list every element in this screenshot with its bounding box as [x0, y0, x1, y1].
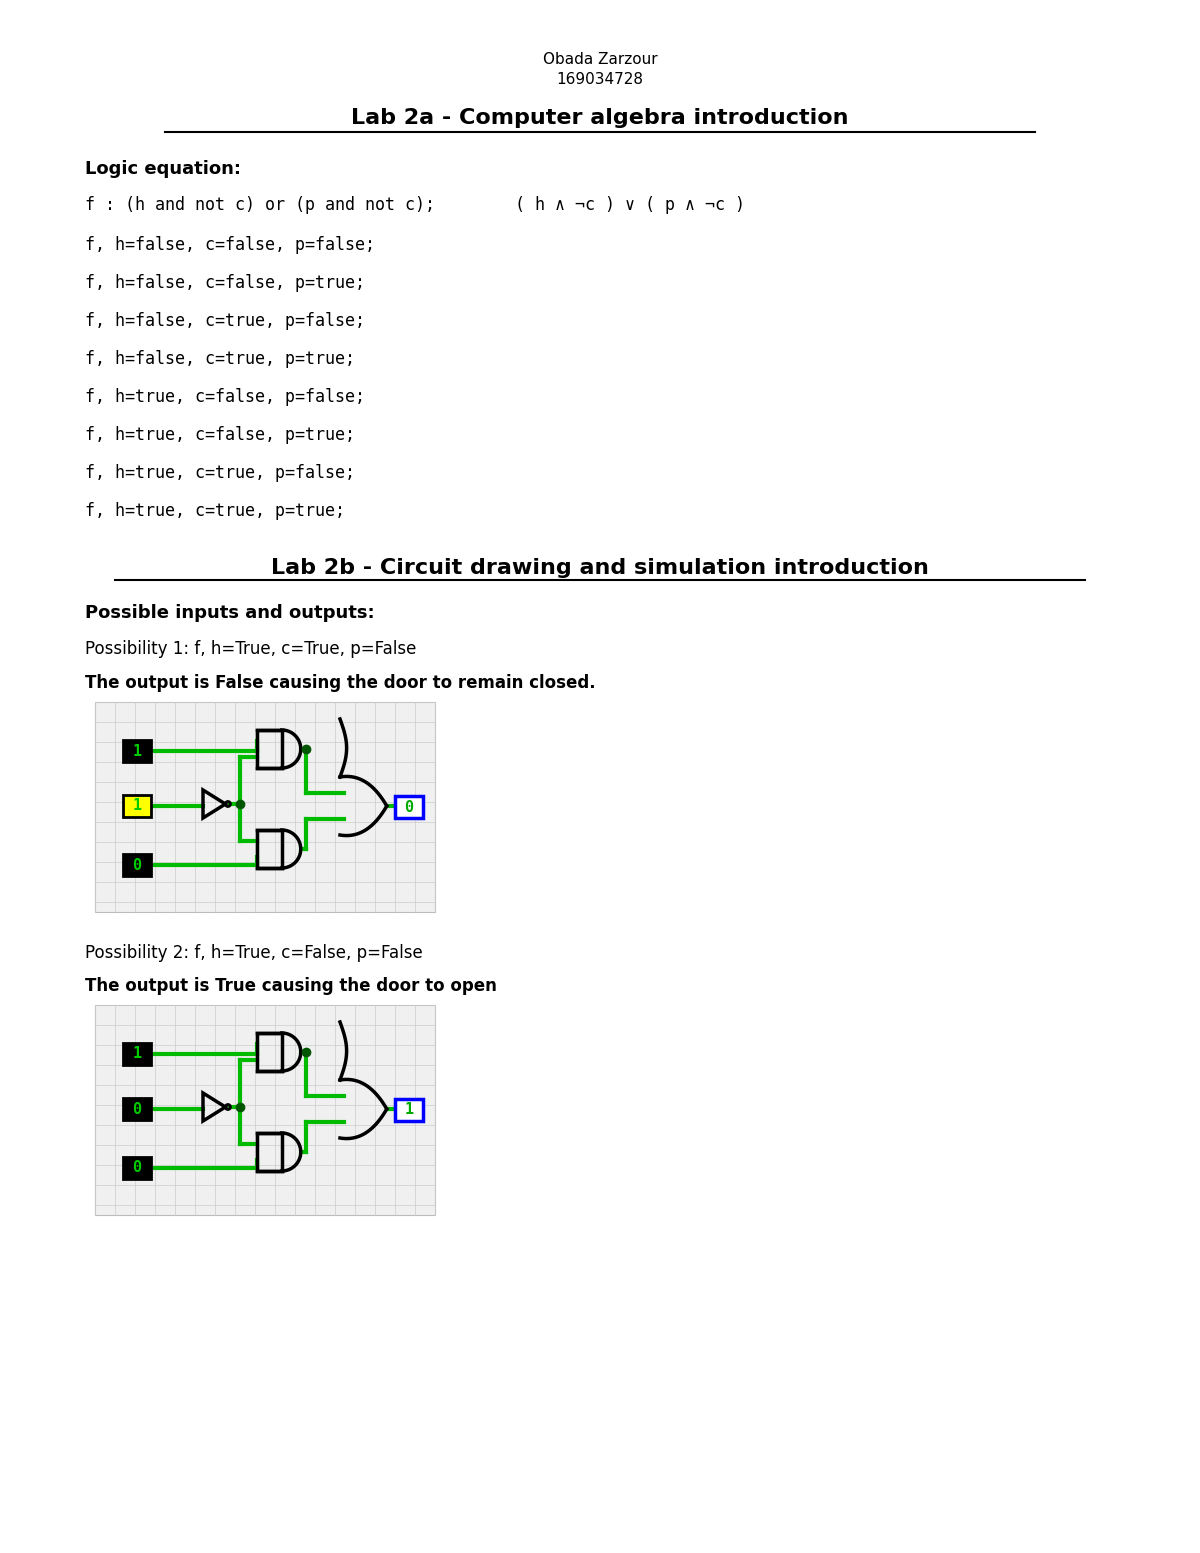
FancyBboxPatch shape	[124, 795, 151, 817]
Text: f : (h and not c) or (p and not c);        ( h ∧ ¬c ) ∨ ( p ∧ ¬c ): f : (h and not c) or (p and not c); ( h …	[85, 196, 745, 214]
Text: Possible inputs and outputs:: Possible inputs and outputs:	[85, 604, 374, 623]
Text: 1: 1	[132, 1047, 142, 1062]
Text: Possibility 2: f, h=True, c=False, p=False: Possibility 2: f, h=True, c=False, p=Fal…	[85, 944, 422, 961]
Text: 0: 0	[132, 1101, 142, 1117]
Text: 0: 0	[132, 1160, 142, 1176]
Text: Lab 2a - Computer algebra introduction: Lab 2a - Computer algebra introduction	[352, 109, 848, 127]
FancyBboxPatch shape	[124, 1157, 151, 1179]
Text: f, h=false, c=false, p=true;: f, h=false, c=false, p=true;	[85, 273, 365, 292]
Text: Logic equation:: Logic equation:	[85, 160, 241, 179]
Text: f, h=false, c=true, p=false;: f, h=false, c=true, p=false;	[85, 312, 365, 329]
Text: 1: 1	[132, 798, 142, 814]
FancyBboxPatch shape	[395, 797, 422, 818]
FancyBboxPatch shape	[124, 1098, 151, 1120]
Text: f, h=true, c=false, p=false;: f, h=true, c=false, p=false;	[85, 388, 365, 405]
Text: 0: 0	[132, 857, 142, 873]
Text: f, h=true, c=false, p=true;: f, h=true, c=false, p=true;	[85, 426, 355, 444]
Text: f, h=true, c=true, p=false;: f, h=true, c=true, p=false;	[85, 464, 355, 481]
FancyBboxPatch shape	[124, 1044, 151, 1065]
FancyBboxPatch shape	[95, 702, 436, 912]
Text: 0: 0	[404, 800, 413, 814]
FancyBboxPatch shape	[124, 739, 151, 763]
FancyBboxPatch shape	[124, 854, 151, 876]
Text: Lab 2b - Circuit drawing and simulation introduction: Lab 2b - Circuit drawing and simulation …	[271, 558, 929, 578]
Text: The output is True causing the door to open: The output is True causing the door to o…	[85, 977, 497, 995]
FancyBboxPatch shape	[395, 1100, 422, 1121]
Text: 1: 1	[404, 1103, 413, 1118]
Text: Obada Zarzour: Obada Zarzour	[542, 51, 658, 67]
Text: 169034728: 169034728	[557, 71, 643, 87]
Text: f, h=false, c=false, p=false;: f, h=false, c=false, p=false;	[85, 236, 374, 255]
FancyBboxPatch shape	[95, 1005, 436, 1214]
Text: Possibility 1: f, h=True, c=True, p=False: Possibility 1: f, h=True, c=True, p=Fals…	[85, 640, 416, 658]
Text: The output is False causing the door to remain closed.: The output is False causing the door to …	[85, 674, 595, 693]
Text: 1: 1	[132, 744, 142, 758]
Text: f, h=false, c=true, p=true;: f, h=false, c=true, p=true;	[85, 349, 355, 368]
Text: f, h=true, c=true, p=true;: f, h=true, c=true, p=true;	[85, 502, 346, 520]
